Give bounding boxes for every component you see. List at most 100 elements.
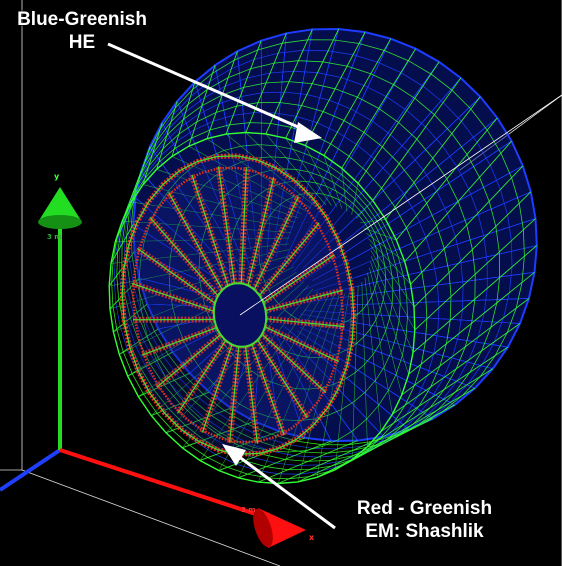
he-blue-mesh-line bbox=[176, 101, 215, 192]
em-spoke-green bbox=[247, 177, 275, 286]
em-spoke-green bbox=[244, 346, 259, 444]
he-radial-line bbox=[127, 271, 297, 377]
he-radial-line bbox=[412, 245, 538, 353]
he-radial-line bbox=[138, 372, 190, 397]
he-radial-line bbox=[171, 156, 302, 215]
he-blue-mesh-line bbox=[309, 28, 340, 136]
he-radial-line bbox=[367, 368, 494, 448]
he-blue-mesh-line bbox=[369, 347, 476, 389]
beam-axis-line bbox=[239, 94, 562, 316]
he-radial-line bbox=[404, 140, 512, 262]
he-radial-line bbox=[341, 48, 417, 169]
z-axis-line bbox=[0, 448, 62, 492]
he-callout-line1: Blue-Greenish bbox=[17, 9, 147, 30]
em-spoke-green bbox=[265, 289, 344, 312]
he-radial-line bbox=[395, 117, 498, 241]
y-axis-cone bbox=[38, 187, 82, 222]
x-axis-scale-label: 3 m bbox=[241, 506, 256, 514]
x-axis-line bbox=[59, 448, 269, 520]
he-blue-mesh-line bbox=[317, 32, 366, 158]
em-spoke-green bbox=[253, 196, 299, 290]
he-radial-line bbox=[380, 346, 509, 432]
he-radial-line bbox=[171, 81, 196, 157]
he-blue-mesh-line bbox=[172, 326, 224, 353]
he-radial-line bbox=[114, 197, 136, 242]
he-blue-mesh-line bbox=[285, 29, 313, 176]
he-radial-line bbox=[351, 387, 476, 460]
he-radial-line bbox=[316, 291, 350, 478]
he-radial-line bbox=[351, 183, 359, 215]
he-blue-mesh-line bbox=[158, 322, 190, 330]
he-blue-mesh-line bbox=[444, 218, 536, 249]
em-spoke-green bbox=[240, 167, 247, 284]
he-blue-mesh-line bbox=[405, 77, 462, 142]
he-radial-line bbox=[238, 440, 332, 479]
he-radial-line bbox=[368, 238, 411, 285]
he-radial-line bbox=[369, 267, 403, 396]
he-radial-line bbox=[392, 323, 521, 415]
he-radial-line bbox=[351, 285, 359, 460]
he-blue-mesh-line bbox=[331, 318, 508, 348]
he-radial-line bbox=[109, 255, 291, 310]
y-axis-scale-label: 3 m bbox=[47, 233, 62, 241]
em-spoke-green bbox=[201, 344, 233, 433]
em-callout-label: Red - Greenish EM: Shashlik bbox=[337, 497, 512, 543]
he-radial-line bbox=[369, 244, 415, 308]
he-blue-mesh-line bbox=[135, 197, 221, 273]
he-radial-line bbox=[370, 256, 414, 353]
he-blue-mesh-line bbox=[391, 191, 531, 253]
he-radial-line bbox=[188, 65, 216, 147]
em-spoke-green bbox=[177, 340, 227, 414]
em-spoke-green bbox=[168, 192, 223, 291]
he-radial-line bbox=[323, 155, 343, 209]
x-axis-label: x bbox=[309, 533, 315, 542]
em-spoke-green bbox=[141, 326, 217, 356]
em-callout-line2: EM: Shashlik bbox=[365, 521, 484, 542]
he-blue-mesh-line bbox=[455, 319, 520, 324]
he-blue-mesh-line bbox=[133, 224, 167, 247]
em-spoke-green bbox=[258, 222, 320, 296]
he-radial-line bbox=[258, 440, 358, 483]
he-radial-line bbox=[323, 38, 392, 156]
he-radial-line bbox=[414, 218, 536, 331]
em-spoke-green bbox=[131, 282, 215, 312]
he-blue-mesh-line bbox=[333, 407, 358, 441]
he-radial-line bbox=[225, 133, 316, 207]
em-spoke-green bbox=[261, 333, 327, 394]
he-radial-line bbox=[110, 224, 134, 264]
he-radial-line bbox=[225, 40, 262, 135]
he-radial-line bbox=[115, 237, 290, 243]
he-radial-line bbox=[182, 420, 255, 449]
he-radial-line bbox=[410, 165, 524, 285]
he-radial-line bbox=[199, 430, 280, 461]
em-spoke-green bbox=[229, 346, 240, 443]
he-radial-line bbox=[361, 282, 368, 447]
he-radial-line bbox=[401, 298, 530, 396]
he-front-rim bbox=[108, 131, 416, 485]
he-radial-line bbox=[385, 96, 481, 220]
he-blue-mesh-line bbox=[266, 33, 287, 255]
y-axis-label: y bbox=[54, 172, 60, 181]
he-callout-line2: HE bbox=[68, 32, 96, 53]
em-arrow-line bbox=[237, 454, 336, 530]
he-arrow-line bbox=[107, 42, 306, 132]
he-radial-line bbox=[364, 277, 382, 432]
he-radial-line bbox=[341, 168, 348, 212]
he-radial-line bbox=[142, 122, 163, 185]
he-radial-line bbox=[121, 171, 142, 222]
he-blue-mesh-line bbox=[307, 272, 535, 303]
he-radial-line bbox=[142, 184, 296, 223]
he-radial-line bbox=[278, 436, 384, 484]
he-radial-line bbox=[156, 101, 178, 170]
em-spoke-green bbox=[156, 334, 221, 388]
annotation-arrows bbox=[107, 42, 336, 530]
em-shashlik-calorimeter bbox=[119, 94, 562, 457]
he-radial-line bbox=[355, 200, 373, 219]
he-radial-line bbox=[366, 232, 405, 262]
he-radial-line bbox=[304, 145, 337, 207]
x-axis-cone-base bbox=[253, 508, 273, 548]
he-blue-mesh-line bbox=[237, 51, 244, 117]
coordinate-axes bbox=[0, 187, 306, 548]
